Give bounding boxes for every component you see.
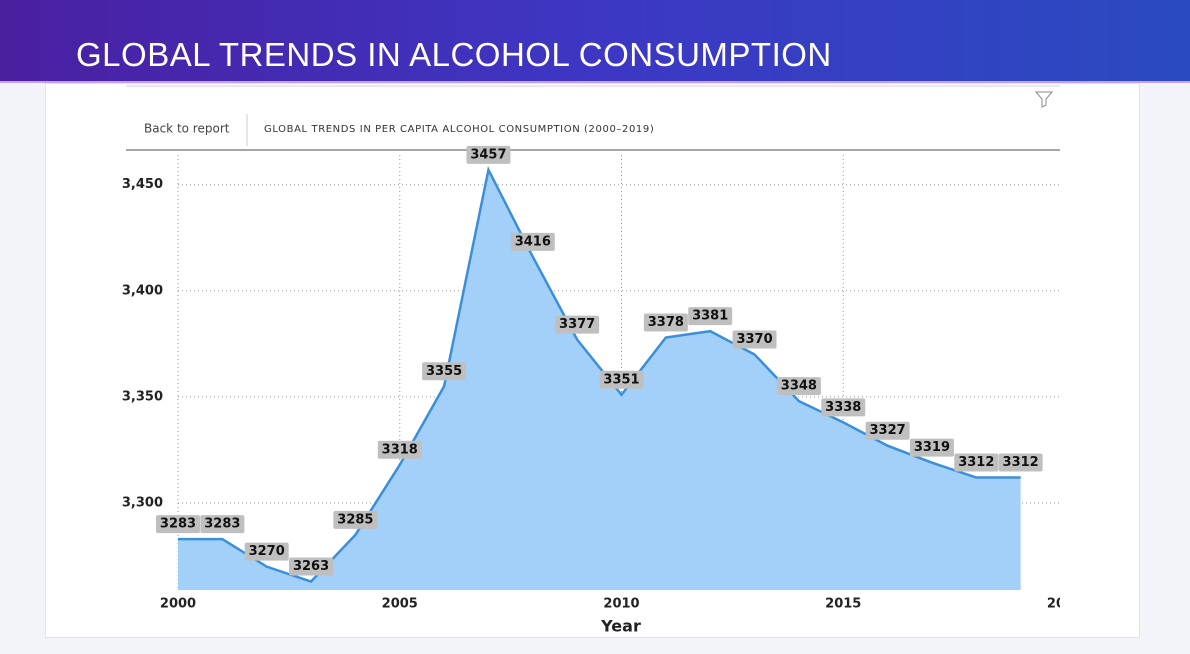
x-tick-label: 2020: [1047, 597, 1083, 612]
data-label: 3270: [244, 542, 289, 561]
data-label: 3283: [156, 515, 200, 534]
data-label: 3457: [466, 145, 511, 164]
data-label-bg: [599, 370, 644, 389]
data-label-text: 3283: [160, 517, 196, 532]
banner: GLOBAL TRENDS IN ALCOHOL CONSUMPTION: [0, 0, 1190, 83]
data-label-text: 3351: [603, 372, 639, 387]
y-tick-label: 3,350: [122, 389, 163, 404]
data-label-bg: [555, 315, 600, 334]
data-label-text: 3416: [515, 234, 551, 249]
data-label-bg: [688, 307, 733, 326]
chart-title: GLOBAL TRENDS IN PER CAPITA ALCOHOL CONS…: [264, 124, 654, 135]
data-label: 3348: [776, 377, 821, 396]
data-label-bg: [909, 438, 954, 457]
data-label: 3318: [377, 440, 422, 459]
data-label-text: 3378: [648, 315, 684, 330]
x-tick-label: 2015: [825, 597, 861, 612]
filter-icon[interactable]: [1034, 91, 1054, 108]
data-label: 3351: [599, 370, 644, 389]
data-label: 3355: [422, 362, 467, 381]
y-tick-label: 3,400: [122, 283, 163, 298]
data-label-text: 3312: [1003, 455, 1039, 470]
data-label-bg: [510, 232, 555, 251]
data-label: 3370: [732, 330, 777, 349]
data-label-text: 3283: [204, 517, 240, 532]
data-label-bg: [732, 330, 777, 349]
y-tick-label: 3,300: [122, 496, 163, 511]
x-tick-label: 2010: [603, 597, 639, 612]
data-label: 3338: [821, 398, 866, 417]
page-title: GLOBAL TRENDS IN ALCOHOL CONSUMPTION: [76, 36, 832, 73]
x-tick-label: 2000: [160, 597, 196, 612]
data-label-bg: [466, 145, 511, 164]
data-label-bg: [998, 453, 1043, 472]
data-label-bg: [244, 542, 289, 561]
data-label-text: 3381: [692, 309, 728, 324]
data-label: 3285: [333, 510, 378, 529]
data-label-text: 3355: [426, 364, 462, 379]
data-label: 3378: [643, 313, 688, 332]
data-label-text: 3318: [382, 442, 418, 457]
data-label-bg: [377, 440, 422, 459]
data-label-bg: [422, 362, 467, 381]
data-label: 3319: [909, 438, 954, 457]
area: [178, 169, 1021, 591]
data-label-text: 3312: [958, 455, 994, 470]
data-label-text: 3285: [337, 512, 373, 527]
data-label-text: 3457: [470, 147, 506, 162]
data-label-text: 3270: [249, 544, 285, 559]
data-label-bg: [289, 557, 334, 576]
data-label-text: 3348: [781, 379, 817, 394]
data-label-text: 3327: [870, 423, 906, 438]
data-label-text: 3377: [559, 317, 595, 332]
data-label: 3312: [954, 453, 999, 472]
data-label-text: 3263: [293, 559, 329, 574]
data-label: 3377: [555, 315, 600, 334]
data-label: 3416: [510, 232, 555, 251]
data-label-text: 3370: [736, 332, 772, 347]
data-label-bg: [200, 515, 245, 534]
data-label: 3283: [200, 515, 245, 534]
data-label: 3312: [998, 453, 1043, 472]
back-button[interactable]: Back to report: [144, 122, 230, 136]
plot: 3,300 3,350 3,400 3,450 2000 2005 2010 2015 2020…: [122, 145, 1083, 612]
data-label: 3327: [865, 421, 910, 440]
x-axis-title: Year: [600, 617, 641, 636]
data-label-bg: [776, 377, 821, 396]
data-label-text: 3319: [914, 440, 950, 455]
data-label-bg: [156, 515, 200, 534]
data-label-bg: [643, 313, 688, 332]
data-label-text: 3338: [825, 400, 861, 415]
data-label: 3263: [289, 557, 334, 576]
data-label-bg: [333, 510, 378, 529]
y-tick-label: 3,450: [122, 177, 163, 192]
x-tick-label: 2005: [382, 597, 418, 612]
data-label-bg: [865, 421, 910, 440]
data-label-bg: [954, 453, 999, 472]
data-label-bg: [821, 398, 866, 417]
data-label: 3381: [688, 307, 733, 326]
